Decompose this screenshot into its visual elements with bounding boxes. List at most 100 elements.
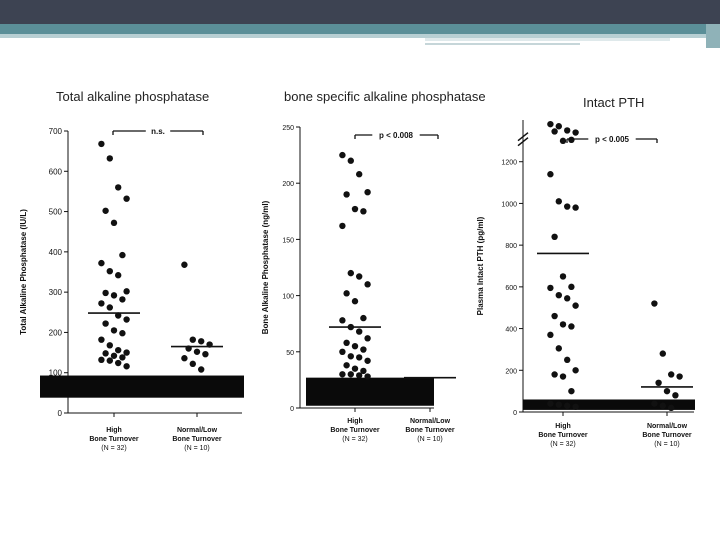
header-accent-line [425, 38, 670, 41]
data-point-2-1-2 [668, 371, 675, 378]
y-tick-label: 250 [282, 125, 294, 132]
data-point-0-0-0 [98, 140, 105, 148]
category-label-0-0-2: (N = 32) [101, 445, 126, 452]
data-point-0-0-22 [106, 342, 114, 349]
data-point-1-0-22 [347, 353, 354, 360]
category-label-0-1-0: Normal/Low [177, 427, 218, 434]
data-point-0-1-0 [181, 261, 188, 268]
data-point-0-0-3 [123, 195, 130, 202]
y-tick-label: 0 [513, 410, 517, 417]
data-point-0-0-24 [123, 349, 130, 356]
data-point-1-0-11 [343, 290, 350, 297]
data-point-1-0-12 [351, 298, 359, 305]
y-tick-label: 100 [49, 369, 63, 378]
data-point-1-0-17 [364, 335, 371, 342]
y-tick-label: 1000 [501, 201, 517, 208]
data-point-2-0-14 [547, 284, 554, 292]
data-point-2-0-10 [572, 204, 579, 211]
data-point-0-0-5 [110, 219, 118, 227]
y-tick-label: 700 [49, 127, 63, 136]
data-point-2-0-4 [551, 128, 558, 135]
y-axis-label: Total Alkaline Phosphatase (IU/L) [19, 209, 28, 335]
y-tick-label: 400 [505, 327, 517, 334]
data-point-1-0-4 [343, 191, 350, 198]
data-point-2-1-3 [676, 373, 683, 380]
data-point-0-0-8 [106, 267, 114, 275]
data-point-2-0-25 [551, 371, 558, 378]
normal-range-band-0 [40, 375, 244, 398]
data-point-1-0-0 [339, 151, 346, 159]
y-tick-label: 300 [49, 288, 63, 297]
panel-title-total-alp: Total alkaline phosphatase [56, 89, 210, 104]
data-point-1-0-10 [364, 281, 371, 288]
data-point-0-1-6 [202, 350, 209, 358]
axis-break-mark-a [517, 132, 529, 142]
data-point-2-1-7 [651, 400, 658, 407]
panel-title-pth: Intact PTH [583, 95, 645, 110]
data-point-2-0-0 [547, 120, 554, 128]
category-label-0-0-0: High [106, 427, 122, 434]
data-point-1-0-21 [339, 348, 346, 355]
y-axis-label: Bone Alkaline Phosphatase (ng/ml) [261, 200, 270, 334]
data-point-0-0-2 [115, 184, 122, 191]
data-point-1-0-3 [364, 188, 371, 196]
y-tick-label: 400 [49, 248, 63, 257]
data-point-1-0-25 [343, 362, 350, 369]
category-label-2-0-2: (N = 32) [550, 441, 575, 448]
data-point-1-0-7 [339, 222, 346, 230]
data-point-2-0-2 [564, 127, 571, 134]
data-point-2-0-26 [559, 373, 567, 380]
data-point-0-0-16 [115, 312, 122, 319]
data-point-2-0-12 [559, 273, 567, 280]
data-point-2-0-13 [568, 283, 575, 291]
category-label-1-1-1: Bone Turnover [405, 427, 455, 434]
category-label-2-1-1: Bone Turnover [642, 432, 692, 439]
data-point-0-0-19 [110, 327, 118, 334]
category-label-2-0-1: Bone Turnover [538, 432, 588, 439]
data-point-2-0-8 [555, 198, 562, 205]
data-point-0-0-29 [106, 357, 114, 364]
y-tick-label: 600 [505, 285, 517, 292]
data-point-1-0-8 [347, 269, 354, 277]
category-label-2-0-0: High [555, 423, 571, 430]
data-point-2-0-9 [564, 203, 571, 210]
data-point-2-0-28 [547, 400, 554, 407]
data-point-0-1-1 [189, 336, 196, 343]
data-point-0-1-9 [198, 366, 205, 373]
data-point-1-0-26 [351, 365, 359, 372]
data-point-2-0-7 [547, 171, 554, 178]
data-point-2-0-23 [564, 356, 571, 364]
axis-break-mark-b [517, 137, 529, 147]
data-point-1-0-20 [360, 346, 367, 353]
data-point-2-1-1 [659, 350, 666, 357]
y-tick-label: 200 [49, 328, 63, 337]
category-label-1-1-0: Normal/Low [410, 418, 451, 425]
data-point-1-0-28 [339, 371, 346, 378]
data-point-2-0-3 [572, 129, 579, 136]
data-point-2-0-30 [564, 402, 571, 409]
significance-label-bg [588, 133, 636, 143]
data-point-0-0-14 [98, 300, 105, 307]
data-point-2-1-5 [663, 387, 671, 395]
y-axis-label: Plasma Intact PTH (pg/ml) [476, 216, 485, 315]
category-label-1-0-0: High [347, 418, 363, 425]
header-corner-block [706, 24, 720, 48]
y-tick-label: 150 [282, 237, 294, 244]
data-point-0-1-5 [193, 348, 201, 355]
y-tick-label: 100 [282, 294, 294, 301]
data-point-0-0-11 [102, 289, 109, 297]
significance-label: p < 0.008 [379, 131, 414, 140]
data-point-2-0-19 [559, 321, 567, 328]
y-tick-label: 800 [505, 243, 517, 250]
data-point-1-0-29 [347, 371, 354, 378]
significance-label-bg [145, 125, 171, 135]
data-point-1-0-23 [356, 354, 363, 361]
category-label-0-0-1: Bone Turnover [89, 436, 139, 443]
data-point-0-0-27 [119, 354, 126, 361]
data-point-0-0-7 [98, 259, 105, 267]
data-point-0-0-18 [102, 320, 109, 327]
data-point-2-0-18 [551, 312, 558, 320]
y-tick-label: 50 [286, 350, 294, 357]
data-point-1-0-19 [351, 342, 359, 350]
